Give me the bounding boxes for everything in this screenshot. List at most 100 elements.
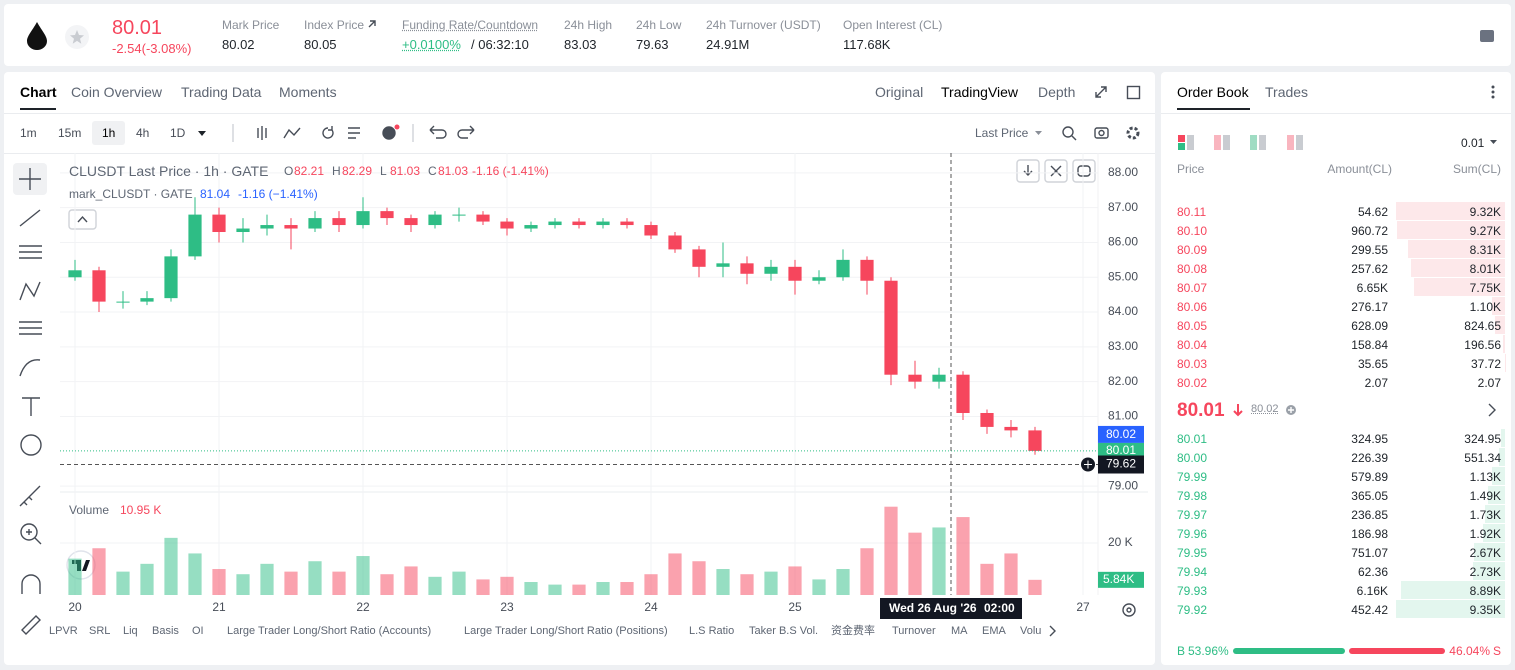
interval[interactable]: 15m: [58, 126, 82, 140]
amount: 365.05: [1351, 489, 1388, 503]
ask-bid-price[interactable]: 79.98: [1177, 489, 1208, 503]
candle-body: [812, 277, 826, 281]
indicator-tab[interactable]: Volu: [1020, 625, 1042, 637]
view-tab[interactable]: Depth: [1038, 84, 1076, 100]
ask-bid-price[interactable]: 80.05: [1177, 319, 1208, 333]
indicator-tab[interactable]: Turnover: [892, 625, 936, 637]
chart-actions[interactable]: [1060, 124, 1144, 142]
book-layout-buttons[interactable]: [1177, 134, 1307, 152]
indicator-tab[interactable]: MA: [951, 625, 968, 637]
indicator-tab[interactable]: Taker B.S Vol.: [749, 625, 819, 637]
interval[interactable]: 1D: [170, 126, 186, 140]
mid-expand[interactable]: [1486, 402, 1498, 418]
icon-part: [68, 209, 97, 230]
indicator-tab[interactable]: OI: [192, 625, 204, 637]
volume-bar: [812, 579, 826, 595]
header-panel: [4, 4, 1511, 66]
icon-part: [1035, 131, 1042, 135]
ask-bid-price[interactable]: 79.96: [1177, 527, 1208, 541]
candle-body: [476, 214, 490, 222]
icon-part: [1233, 404, 1243, 417]
x-tick-label: 25: [788, 600, 802, 614]
ask-bid-price[interactable]: 79.93: [1177, 584, 1208, 598]
interval[interactable]: 4h: [136, 126, 150, 140]
ask-bid-price[interactable]: 79.99: [1177, 470, 1208, 484]
ask-bid-price[interactable]: 80.11: [1177, 205, 1207, 219]
y-tick-label: 84.00: [1108, 304, 1138, 318]
indicator-tab[interactable]: SRL: [89, 625, 111, 637]
volume-bar: [572, 584, 586, 595]
icon-part: [70, 30, 84, 44]
more-menu[interactable]: [1488, 84, 1498, 100]
ask-bid-price[interactable]: 79.95: [1177, 546, 1208, 560]
chart-tab[interactable]: Trading Data: [181, 84, 262, 100]
external-icon[interactable]: [367, 19, 377, 29]
ask-bid-price[interactable]: 80.06: [1177, 300, 1208, 314]
ask-bid-price[interactable]: 79.94: [1177, 565, 1208, 579]
icon-part: [1223, 135, 1230, 150]
expand-icon[interactable]: [1093, 84, 1109, 100]
icon-part: [19, 359, 41, 377]
ask-bid-price[interactable]: 80.00: [1177, 451, 1208, 465]
candle-body: [932, 374, 946, 382]
ask-bid-price[interactable]: 79.92: [1177, 603, 1208, 617]
interval[interactable]: 1m: [20, 126, 37, 140]
chart-tab[interactable]: Coin Overview: [71, 84, 163, 100]
icon-part: [20, 523, 38, 541]
ratio-sell-name: S: [1492, 644, 1501, 658]
chart-tab[interactable]: Moments: [279, 84, 337, 100]
ask-bid-price[interactable]: 80.10: [1177, 224, 1208, 238]
book-tab[interactable]: Trades: [1265, 84, 1309, 100]
depth-bar: [1407, 240, 1505, 258]
ask-bid-price[interactable]: 79.97: [1177, 508, 1208, 522]
volume-bar: [860, 548, 874, 595]
chart-tools[interactable]: [232, 122, 482, 144]
interval[interactable]: 1h: [102, 126, 116, 140]
candle-body: [452, 214, 466, 216]
ask-bid-price[interactable]: 80.02: [1177, 376, 1208, 390]
depth-bar: [1498, 448, 1505, 466]
icon-part: [1214, 135, 1221, 150]
dropdown-caret[interactable]: [196, 128, 208, 138]
axis-settings[interactable]: [1120, 601, 1138, 619]
ohlc-key: C: [428, 164, 437, 178]
indicator-tab[interactable]: Liq: [123, 625, 138, 637]
indicator-tab[interactable]: Large Trader Long/Short Ratio (Accounts): [227, 625, 432, 637]
view-tab[interactable]: Original: [875, 84, 924, 100]
view-tab[interactable]: TradingView: [941, 84, 1019, 100]
precision[interactable]: 0.01: [1461, 136, 1485, 150]
icon-part: [1287, 135, 1294, 150]
ask-bid-price[interactable]: 80.08: [1177, 262, 1208, 276]
fullscreen-icon[interactable]: [1126, 85, 1142, 101]
book-tab[interactable]: Order Book: [1177, 84, 1249, 100]
icon-part: [394, 124, 400, 130]
volume-bar: [68, 558, 82, 595]
indicator-tab[interactable]: Basis: [152, 625, 179, 637]
drawing-tools[interactable]: [12, 162, 50, 642]
dropdown-caret[interactable]: [1033, 128, 1045, 138]
ask-bid-price[interactable]: 80.01: [1177, 432, 1208, 446]
ask-bid-price[interactable]: 80.07: [1177, 281, 1208, 295]
price-source[interactable]: Last Price: [975, 126, 1029, 140]
candle-body: [980, 412, 994, 427]
depth-bar: [1482, 524, 1505, 542]
indicator-tab[interactable]: Large Trader Long/Short Ratio (Positions…: [464, 625, 668, 637]
chart-tab[interactable]: Chart: [20, 84, 57, 100]
settings-book-icon[interactable]: [1478, 27, 1496, 45]
ask-bid-price[interactable]: 80.04: [1177, 338, 1208, 352]
indicator-tab[interactable]: L.S Ratio: [689, 625, 735, 637]
volume-bar: [836, 569, 850, 595]
tabs-next[interactable]: [1046, 624, 1058, 638]
indicator-tab[interactable]: LPVR: [49, 625, 78, 637]
indicator-tab[interactable]: 资金费率: [831, 625, 875, 637]
dropdown-caret[interactable]: [1489, 138, 1499, 146]
stat-extra: / 06:32:10: [471, 37, 529, 52]
favorite-button[interactable]: [64, 24, 90, 50]
ask-bid-price[interactable]: 80.03: [1177, 357, 1208, 371]
collapse-legend-button[interactable]: [68, 209, 98, 230]
last-price-label: 80.01: [1106, 443, 1136, 457]
ask-bid-price[interactable]: 80.09: [1177, 243, 1208, 257]
chart-float-actions[interactable]: [1016, 159, 1100, 183]
indicator-tab[interactable]: EMA: [982, 625, 1006, 637]
